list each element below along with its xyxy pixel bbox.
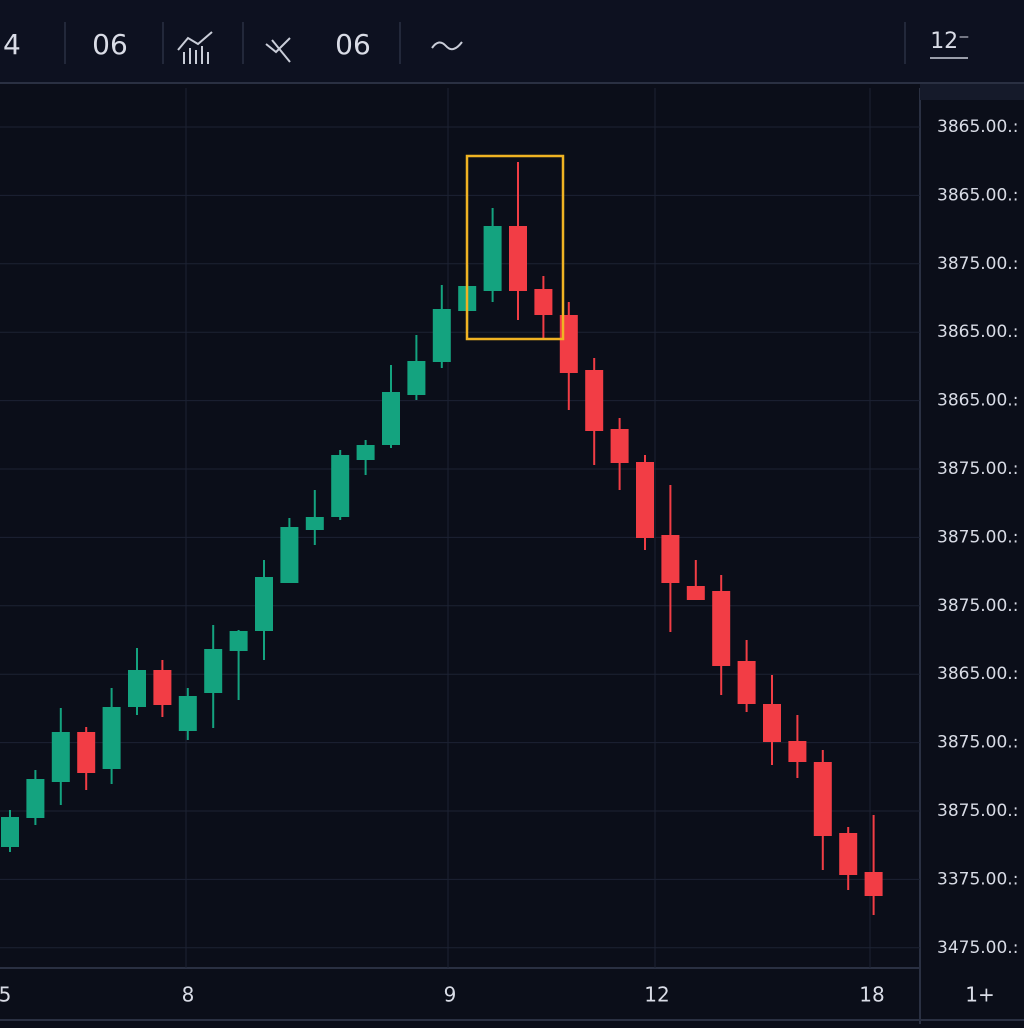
grid xyxy=(0,88,920,968)
price-label: 3865.00.: xyxy=(937,185,1018,205)
candle-body xyxy=(153,670,172,705)
candle-body xyxy=(102,707,121,769)
time-label: 12 xyxy=(644,983,669,1007)
toolbar-item[interactable]: 06 xyxy=(92,28,128,61)
time-label: 1+ xyxy=(965,983,994,1007)
candle-body xyxy=(712,591,731,666)
candle-body xyxy=(509,226,527,291)
time-label: 9 xyxy=(444,983,457,1007)
candle-body xyxy=(305,517,324,530)
candle-body xyxy=(229,631,248,651)
candle-body xyxy=(255,577,273,631)
candle-body xyxy=(331,455,350,517)
time-label: 5 xyxy=(0,983,11,1007)
toolbar-item[interactable]: 12⁻ xyxy=(930,29,970,54)
toolbar xyxy=(0,0,1024,82)
candle-body xyxy=(280,527,299,583)
toolbar-item[interactable]: 06 xyxy=(335,28,371,61)
candle-body xyxy=(813,762,832,836)
price-label: 3875.00.: xyxy=(937,527,1018,547)
candle-body xyxy=(128,670,146,707)
candle-body xyxy=(763,704,781,742)
toolbar-item[interactable]: 4 xyxy=(3,28,21,61)
candle-body xyxy=(432,309,451,362)
price-label: 3475.00.: xyxy=(937,938,1018,958)
candle-body xyxy=(407,361,426,395)
candle-body xyxy=(356,445,375,460)
candle-body xyxy=(839,833,858,875)
candle-body xyxy=(483,226,502,291)
candle-body xyxy=(204,649,223,693)
candle-body xyxy=(382,392,400,445)
candle-body xyxy=(1,817,19,847)
candle-body xyxy=(686,586,705,600)
time-label: 18 xyxy=(859,983,884,1007)
candle-body xyxy=(788,741,807,762)
candle-body xyxy=(26,779,45,818)
candle-body xyxy=(636,462,654,538)
candle-body xyxy=(534,289,553,315)
toolbar-separators xyxy=(64,22,906,64)
price-label: 3865.00.: xyxy=(937,664,1018,684)
candle-body xyxy=(585,370,604,431)
price-label: 3865.00.: xyxy=(937,117,1018,137)
candle-body xyxy=(51,732,70,782)
price-label: 3875.00.: xyxy=(937,254,1018,274)
price-label: 3375.00.: xyxy=(937,869,1018,889)
time-label: 8 xyxy=(182,983,195,1007)
price-label: 3875.00.: xyxy=(937,801,1018,821)
candles xyxy=(1,162,883,915)
candle-body xyxy=(610,429,629,463)
drawing-icon[interactable] xyxy=(265,37,291,63)
price-label: 3865.00.: xyxy=(937,391,1018,411)
candle-body xyxy=(178,696,197,731)
candle-body xyxy=(559,315,578,373)
price-label: 3875.00.: xyxy=(937,733,1018,753)
candle-body xyxy=(77,732,96,773)
candle-body xyxy=(661,535,680,583)
price-label: 3865.00.: xyxy=(937,322,1018,342)
candle-body xyxy=(737,661,756,704)
price-label: 3875.00.: xyxy=(937,459,1018,479)
price-label: 3875.00.: xyxy=(937,596,1018,616)
wave-icon[interactable] xyxy=(431,41,463,51)
indicator-icon[interactable] xyxy=(177,31,213,64)
highlight-box xyxy=(465,154,565,341)
candle-body xyxy=(864,872,883,896)
price-axis-header xyxy=(920,84,1024,100)
